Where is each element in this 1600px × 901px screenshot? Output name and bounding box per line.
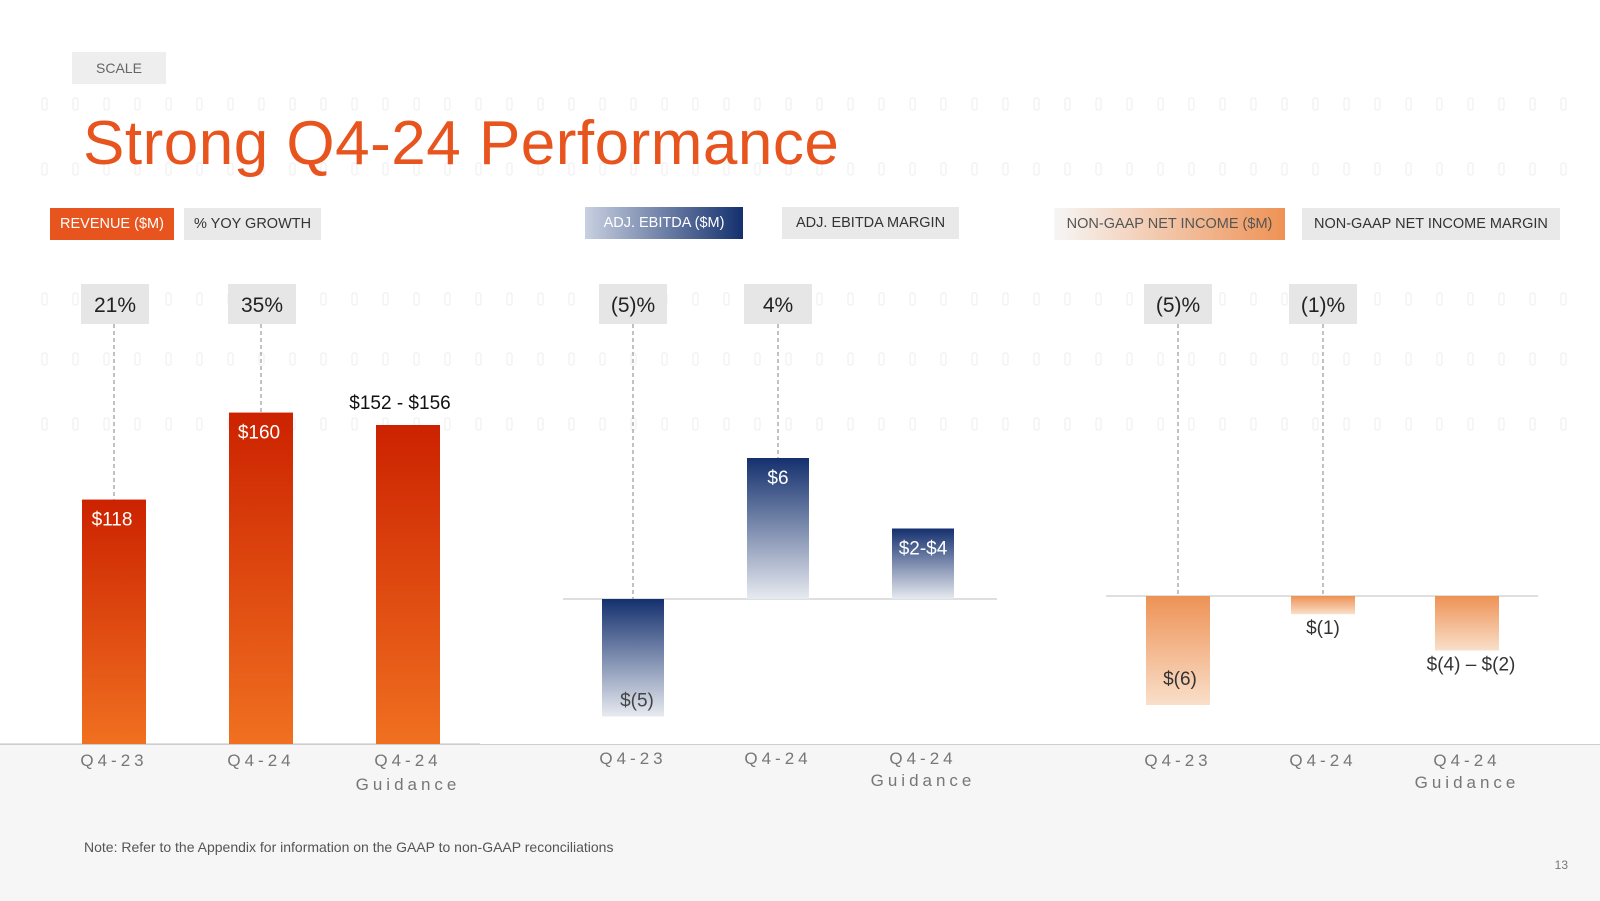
bar	[1435, 596, 1499, 651]
x-tick-label: Q4-24	[1289, 751, 1356, 770]
section-tag: SCALE	[72, 52, 166, 84]
bar-value-label: $(4) – $(2)	[1427, 655, 1516, 676]
chart-panel-3: $(6) Q4-23 (5)% $(1) Q4-24 (1)% $(4) – $(2) Q4-…	[1106, 284, 1538, 792]
growth-pill	[744, 284, 812, 324]
footer-note: Note: Refer to the Appendix for informat…	[84, 839, 614, 855]
growth-pill	[228, 284, 296, 324]
x-tick-label: Q4-23	[599, 749, 666, 768]
bar	[1146, 596, 1210, 705]
legend-revenue: REVENUE ($M)	[50, 208, 174, 240]
legend-yoy-growth: % YOY GROWTH	[184, 208, 322, 240]
growth-pill-label: 4%	[763, 294, 793, 317]
growth-pill	[81, 284, 149, 324]
bar	[747, 458, 809, 599]
bar	[602, 599, 664, 717]
bar-value-label: $152 - $156	[349, 393, 450, 414]
x-tick-label: Q4-23	[80, 751, 147, 770]
growth-pill	[1144, 284, 1212, 324]
bar-value-label: $160	[238, 423, 280, 444]
x-tick-label: Guidance	[1415, 773, 1520, 792]
chart-panel-2: $(5) Q4-23 (5)% $6 Q4-24 4% $2-$4 Q4-24 Guidance	[563, 284, 997, 790]
x-tick-label: Q4-24	[227, 751, 294, 770]
legend-non-gaap-net-income-margin: NON-GAAP NET INCOME MARGIN	[1302, 208, 1560, 240]
bar-value-label: $118	[92, 510, 133, 531]
x-tick-label: Q4-24	[889, 749, 956, 768]
growth-pill	[599, 284, 667, 324]
legend-adj-ebitda: ADJ. EBITDA ($M)	[585, 207, 743, 239]
x-tick-label: Q4-24	[374, 751, 441, 770]
bar	[82, 499, 146, 744]
bar	[376, 425, 440, 744]
bar-value-label: $(1)	[1306, 618, 1340, 639]
legend-adj-ebitda-margin: ADJ. EBITDA MARGIN	[782, 207, 960, 239]
legend-non-gaap-net-income: NON-GAAP NET INCOME ($M)	[1054, 208, 1285, 240]
x-tick-label: Q4-24	[744, 749, 811, 768]
bar	[1291, 596, 1355, 615]
growth-pill-label: (5)%	[611, 294, 655, 317]
growth-pill-label: 21%	[94, 294, 136, 317]
growth-pill-label: (1)%	[1301, 294, 1345, 317]
growth-pill	[1289, 284, 1357, 324]
x-tick-label: Q4-24	[1433, 751, 1500, 770]
page-title: Strong Q4-24 Performance	[83, 109, 840, 178]
growth-pill-label: (5)%	[1156, 294, 1200, 317]
bar-value-label: $(6)	[1163, 669, 1197, 690]
x-tick-label: Q4-23	[1144, 751, 1211, 770]
x-tick-label: Guidance	[356, 775, 461, 794]
bar-value-label: $(5)	[620, 691, 654, 712]
bar-value-label: $6	[767, 468, 788, 489]
bar	[892, 528, 954, 599]
x-tick-label: Guidance	[871, 771, 976, 790]
growth-pill-label: 35%	[241, 294, 283, 317]
bar-value-label: $2-$4	[899, 539, 948, 560]
bar	[229, 412, 293, 744]
chart-panel-1: $118 Q4-23 21% $160 Q4-24 35% $152 - $156 Q4-24…	[0, 284, 480, 794]
page-number: 13	[1554, 858, 1568, 872]
footer-band	[0, 744, 1600, 901]
